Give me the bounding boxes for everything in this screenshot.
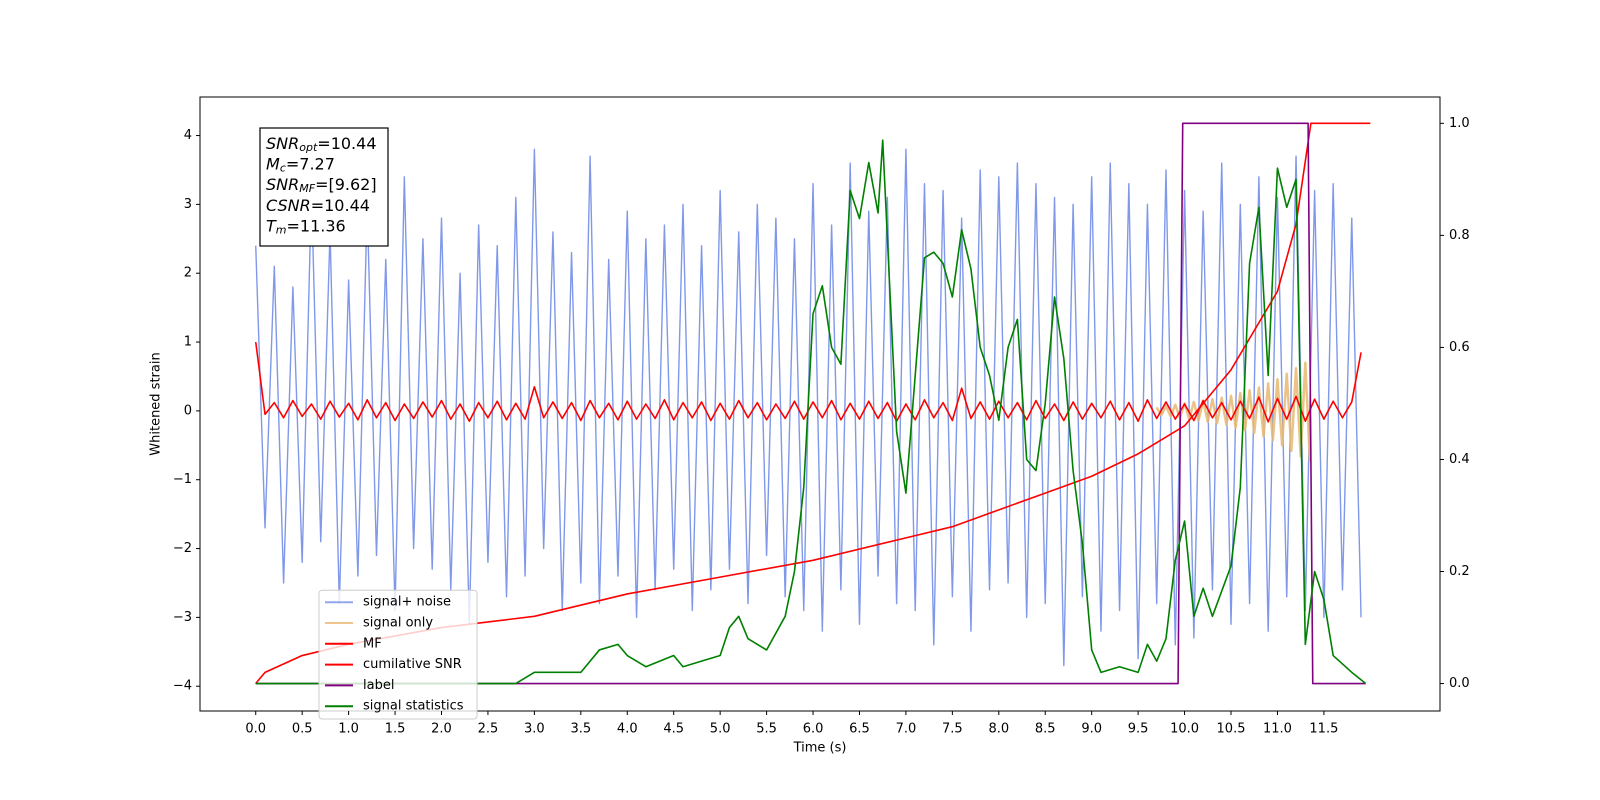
x-tick-label: 3.0 [524, 722, 545, 737]
annotation-text: =10.44 [317, 134, 376, 153]
y2-tick-label: 0.8 [1449, 228, 1470, 243]
series-line [1155, 361, 1312, 462]
x-tick-label: 8.0 [988, 722, 1009, 737]
x-tick-label: 6.5 [849, 722, 870, 737]
x-tick-label: 7.5 [942, 722, 963, 737]
annotation-text: =11.36 [287, 216, 346, 235]
annotation-box: SNRopt=10.44Mc=7.27SNRMF=[9.62]CSNR=10.4… [259, 127, 389, 247]
annotation-line: Tm=11.36 [266, 216, 346, 237]
x-tick-label: 7.0 [896, 722, 917, 737]
x-tick-label: 8.5 [1035, 722, 1056, 737]
x-tick-label: 2.0 [431, 722, 452, 737]
x-tick-label: 9.5 [1128, 722, 1149, 737]
y-tick-label: −2 [173, 541, 192, 556]
annotation-symbol: SNR [266, 134, 299, 153]
legend-label: label [363, 678, 394, 693]
x-tick-label: 10.5 [1217, 722, 1246, 737]
annotation-text: =[9.62] [315, 175, 377, 194]
series-line [255, 122, 1366, 685]
legend-frame [318, 589, 478, 720]
annotation-symbol: CSNR [266, 195, 311, 214]
annotation-subscript: c [280, 162, 286, 175]
x-tick-label: 0.5 [292, 722, 313, 737]
annotation-subscript: MF [299, 182, 315, 195]
x-tick-label: 1.0 [338, 722, 359, 737]
y2-tick-label: 0.4 [1449, 452, 1470, 467]
annotation-text: =7.27 [286, 154, 335, 173]
y-tick-label: 4 [184, 128, 192, 143]
x-tick-label: 5.0 [710, 722, 731, 737]
y-tick-label: 3 [184, 197, 192, 212]
series-line [255, 139, 1367, 685]
annotation-symbol: SNR [266, 175, 299, 194]
x-tick-label: 6.0 [803, 722, 824, 737]
annotation-subscript: m [276, 223, 287, 236]
legend-label: cumilative SNR [363, 657, 462, 672]
legend-label: MF [363, 636, 382, 651]
y-tick-label: −3 [173, 610, 192, 625]
x-tick-label: 11.5 [1309, 722, 1338, 737]
legend-label: signal statistics [363, 699, 464, 714]
y-tick-label: −1 [173, 472, 192, 487]
y2-tick-label: 1.0 [1449, 116, 1470, 131]
annotation-subscript: opt [299, 141, 318, 154]
annotation-symbol: M [266, 154, 280, 173]
y2-tick-label: 0.6 [1449, 340, 1470, 355]
annotation-line: SNRMF=[9.62] [266, 175, 377, 196]
x-tick-label: 2.5 [478, 722, 499, 737]
x-tick-label: 4.5 [663, 722, 684, 737]
y2-tick-label: 0.0 [1449, 676, 1470, 691]
annotation-line: Mc=7.27 [266, 154, 335, 175]
y-tick-label: −4 [173, 679, 192, 694]
x-tick-label: 11.0 [1263, 722, 1292, 737]
y-tick-label: 0 [184, 403, 192, 418]
annotation-frame [259, 127, 389, 247]
annotation-line: SNRopt=10.44 [266, 134, 377, 155]
y2-tick-label: 0.2 [1449, 564, 1470, 579]
x-tick-label: 3.5 [570, 722, 591, 737]
x-axis-label: Time (s) [793, 741, 847, 756]
axes-frame [199, 96, 1441, 712]
y-tick-label: 2 [184, 266, 192, 281]
annotation-line: CSNR=10.44 [266, 195, 370, 214]
x-tick-label: 4.0 [617, 722, 638, 737]
x-tick-label: 5.5 [756, 722, 777, 737]
x-tick-label: 10.0 [1170, 722, 1199, 737]
x-tick-label: 0.0 [245, 722, 266, 737]
x-tick-label: 1.5 [385, 722, 406, 737]
annotation-symbol: T [266, 216, 277, 235]
y-tick-label: 1 [184, 335, 192, 350]
legend-label: signal only [363, 616, 433, 631]
legend: signal+ noise signal only MF cumilative SNR… [318, 589, 478, 720]
annotation-text: =10.44 [311, 195, 370, 214]
legend-label: signal+ noise [363, 595, 451, 610]
y-axis-label: Whitened strain [149, 352, 164, 455]
x-tick-label: 9.0 [1081, 722, 1102, 737]
